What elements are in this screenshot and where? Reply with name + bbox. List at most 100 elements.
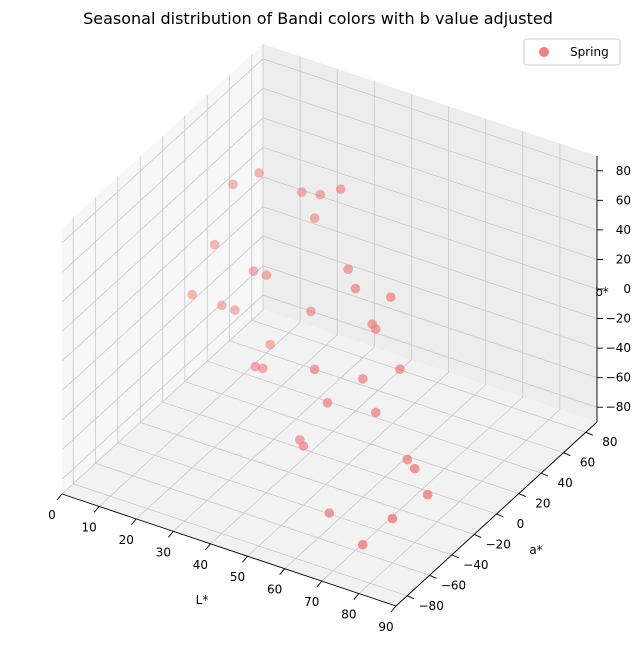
z-tick-label: 20: [616, 252, 631, 266]
data-point: [297, 187, 307, 197]
data-point: [409, 463, 420, 474]
grid-line-x: [284, 118, 487, 569]
y-tick-label: 60: [580, 456, 595, 470]
z-tick-label: −20: [606, 312, 631, 326]
data-point: [343, 264, 353, 275]
data-point: [422, 489, 433, 500]
y-tick: [496, 513, 504, 518]
grid-line-y: [206, 95, 542, 474]
data-point: [324, 508, 335, 518]
x-tick-label: 90: [378, 620, 393, 634]
data-point: [387, 513, 398, 524]
grid-line-z: [61, 265, 598, 450]
z-tick-label: 80: [616, 164, 631, 178]
data-points: [187, 168, 433, 550]
data-point: [371, 407, 381, 418]
grid-line-y: [162, 136, 497, 515]
y-tick-label: −20: [486, 537, 511, 551]
grid-line-z: [61, 146, 598, 332]
data-point: [187, 289, 197, 300]
grid-line-y: [139, 156, 475, 535]
grid-line-z: [61, 294, 598, 480]
data-point: [248, 266, 259, 277]
y-tick-label: 40: [558, 476, 573, 490]
grid-line-y: [117, 176, 452, 556]
x-tick: [316, 580, 323, 588]
y-tick: [473, 534, 482, 538]
x-axis-line: [61, 493, 397, 607]
y-tick: [429, 574, 437, 579]
data-point: [395, 364, 405, 375]
data-point: [257, 363, 268, 374]
data-point: [217, 300, 227, 311]
x-tick: [167, 531, 174, 538]
grid-line-y: [229, 74, 564, 454]
grid-line-x: [135, 68, 338, 520]
grid-line-z: [61, 117, 598, 303]
x-tick-label: 50: [230, 570, 245, 584]
grid-line-y: [72, 217, 408, 597]
y-tick: [540, 472, 549, 477]
y-tick: [518, 493, 527, 497]
data-point: [386, 292, 396, 303]
data-point: [228, 179, 238, 190]
y-tick-label: −60: [441, 578, 466, 592]
grid-line-z: [61, 206, 598, 391]
z-tick-label: 40: [616, 223, 631, 237]
y-tick-label: 20: [535, 497, 550, 511]
x-axis-label: L*: [196, 593, 209, 607]
data-point: [350, 283, 361, 294]
grid-line-z: [61, 235, 598, 421]
x-tick: [390, 605, 397, 613]
x-tick-label: 80: [341, 608, 356, 622]
grid-line-z: [61, 87, 598, 273]
x-tick-label: 30: [156, 545, 171, 559]
tick-labels: 0 10 20 30 40 50 60 70 80 90 −80 −60 −40 −20 0 20 40 60 80…: [48, 164, 631, 634]
x-tick-label: 40: [193, 558, 208, 572]
data-point: [335, 184, 346, 194]
data-point: [309, 364, 320, 375]
data-point: [306, 306, 316, 317]
grid-line-x: [247, 106, 450, 557]
data-point: [309, 213, 320, 223]
grid-line-z: [61, 58, 598, 244]
y-tick: [563, 452, 571, 457]
x-tick: [56, 493, 63, 501]
y-tick: [406, 595, 415, 600]
grid-line-x: [61, 44, 264, 495]
z-tick-label: −40: [606, 341, 631, 355]
grid-line-y: [95, 197, 430, 576]
data-point: [265, 339, 276, 350]
legend-marker: [539, 47, 549, 57]
grid-line-x: [358, 143, 561, 594]
x-tick: [242, 555, 248, 563]
data-point: [254, 168, 264, 178]
y-tick: [585, 431, 594, 436]
data-point: [402, 454, 413, 465]
data-point: [261, 270, 272, 280]
y-axis-label: a*: [529, 543, 542, 557]
x-tick: [205, 543, 211, 551]
grid-line-z: [61, 176, 598, 362]
z-axis-label: b*: [595, 285, 609, 299]
x-tick-label: 60: [267, 583, 282, 597]
y-tick-label: −80: [419, 599, 444, 613]
data-point: [322, 398, 333, 408]
data-point: [315, 189, 326, 200]
data-point: [357, 539, 368, 550]
legend-label: Spring: [570, 45, 609, 59]
grid-line-x: [173, 81, 375, 532]
x-tick: [130, 518, 137, 526]
y-tick-label: 80: [602, 435, 617, 449]
chart-title: Seasonal distribution of Bandi colors wi…: [83, 9, 553, 28]
x-tick: [279, 568, 286, 575]
data-point: [209, 239, 220, 250]
y-tick-label: −40: [463, 558, 488, 572]
x-tick-label: 0: [48, 508, 56, 522]
x-tick-label: 10: [81, 520, 96, 534]
grid-line-x: [98, 56, 301, 507]
x-tick: [353, 593, 360, 600]
z-tick-label: 60: [616, 193, 631, 207]
z-tick-label: −60: [606, 371, 631, 385]
